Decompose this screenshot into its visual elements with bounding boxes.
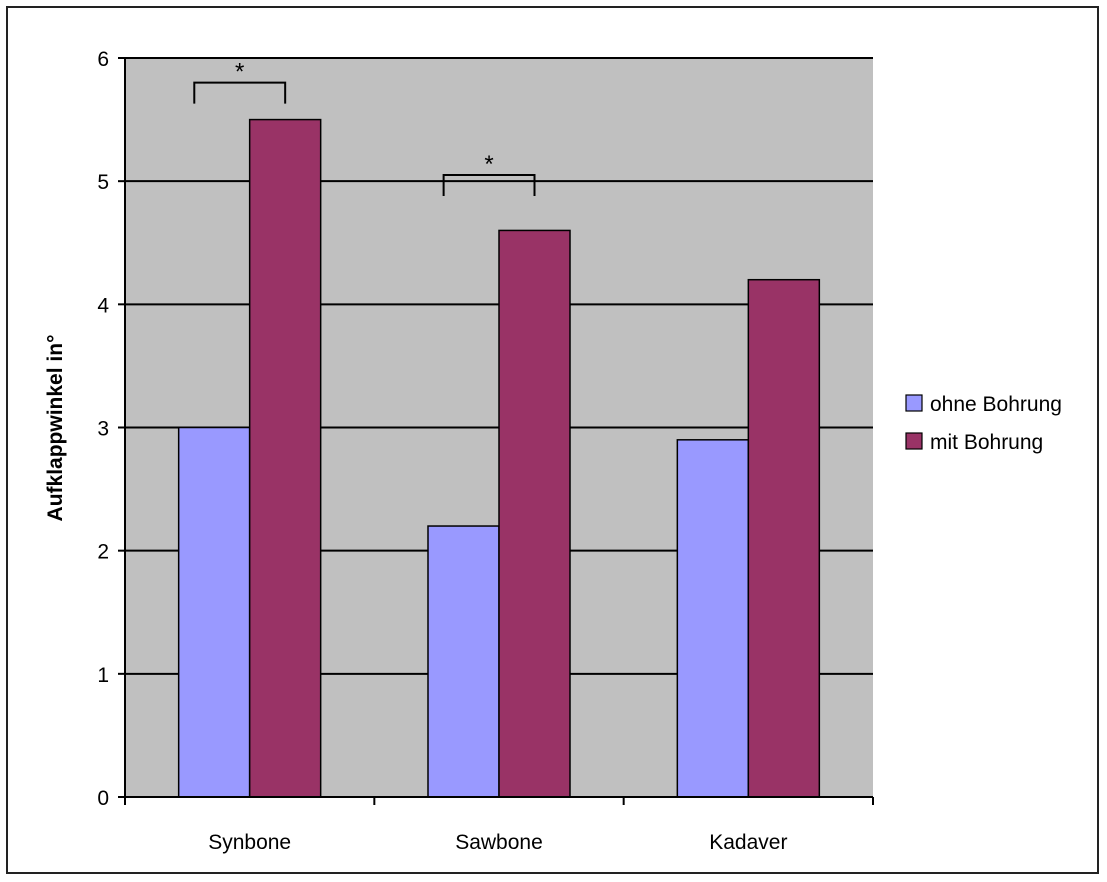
bar-ohne-bohrung-sawbone [427, 525, 500, 798]
x-tick-label: Kadaver [709, 831, 787, 854]
y-tick-label: 2 [97, 541, 109, 564]
significance-bracket [442, 174, 536, 197]
y-tick-label: 5 [97, 171, 109, 194]
legend-label: mit Bohrung [930, 431, 1043, 454]
x-tick-labels: Synbone Sawbone Kadaver [208, 831, 787, 854]
y-tick-label: 3 [97, 418, 109, 441]
bar-mit-bohrung-synbone [248, 118, 322, 798]
significance-star: * [235, 59, 244, 86]
y-tick-label: 4 [97, 294, 109, 317]
significance-bracket [193, 81, 287, 104]
bar-ohne-bohrung-kadaver [676, 439, 750, 798]
y-tick-label: 1 [97, 664, 109, 687]
x-tick-label: Sawbone [455, 831, 543, 854]
bars [177, 118, 821, 798]
significance-annotations: ** [193, 59, 536, 197]
legend-swatch [905, 394, 923, 412]
bar-mit-bohrung-sawbone [498, 229, 571, 798]
y-tick-label: 6 [97, 48, 109, 71]
legend-swatch [905, 432, 923, 450]
axes [118, 57, 874, 805]
x-tick-label: Synbone [208, 831, 291, 854]
y-axis-label: Aufklappwinkel in° [44, 335, 67, 522]
y-tick-labels: 0 1 2 3 4 5 6 [97, 48, 109, 810]
bar-ohne-bohrung-synbone [177, 426, 251, 798]
legend-label: ohne Bohrung [930, 393, 1062, 416]
significance-star: * [484, 151, 493, 178]
legend: ohne Bohrung mit Bohrung [905, 393, 1062, 454]
y-tick-label: 0 [97, 787, 109, 810]
bar-mit-bohrung-kadaver [747, 278, 821, 798]
